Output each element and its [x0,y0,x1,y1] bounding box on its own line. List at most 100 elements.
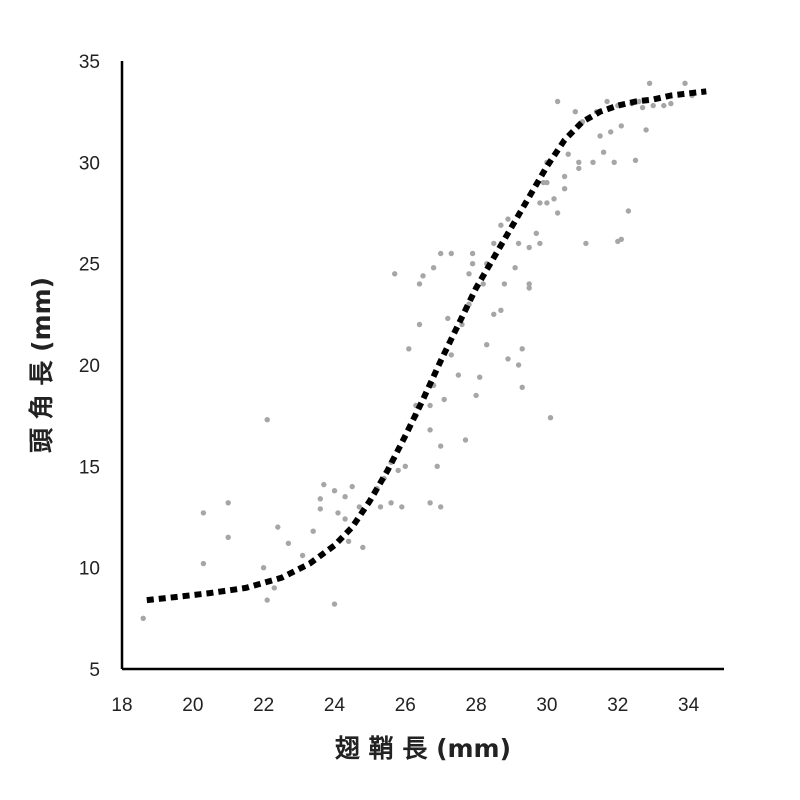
scatter-point [498,307,504,313]
scatter-point [438,504,444,510]
scatter-point [668,100,674,107]
scatter-point [519,384,525,390]
scatter-point [299,552,306,559]
x-tick-label: 18 [111,695,132,716]
scatter-point [618,236,624,242]
scatter-point [611,159,617,165]
scatter-point [572,109,578,115]
fitted-trend-curve [146,88,707,604]
scatter-point [427,402,433,409]
y-tick-label: 30 [79,153,100,174]
scatter-point [484,342,490,348]
y-tick-label: 5 [89,660,100,681]
scatter-point [480,281,486,287]
scatter-point [491,311,497,317]
scatter-point [427,500,433,506]
x-tick-label: 32 [607,695,628,716]
y-tick-labels: 5 10 15 20 25 30 35 [79,52,100,681]
scatter-point [554,98,561,105]
x-tick-labels: 18 20 22 24 26 28 30 32 34 [111,695,699,716]
scatter-point [225,500,231,506]
scatter-point [469,250,476,257]
scatter-point [544,200,550,206]
scatter-point [434,463,440,469]
scatter-point [561,186,568,192]
scatter-point [285,540,292,546]
scatter-point [565,151,571,157]
scatter-point [430,265,437,271]
scatter-point [225,534,231,540]
scatter-point [632,157,639,163]
scatter-points [140,80,695,621]
scatter-point [554,210,561,216]
scatter-point [466,271,472,277]
scatter-point [140,615,146,621]
scatter-point [643,127,649,133]
y-tick-label: 20 [79,356,100,377]
scatter-point [455,372,462,378]
scatter-point [260,565,267,571]
scatter-point [590,159,596,165]
x-tick-label: 20 [182,695,203,716]
scatter-point [618,123,624,129]
scatter-point [600,149,607,155]
scatter-point [646,80,653,87]
scatter-point [604,98,610,105]
scatter-point [477,374,483,380]
scatter-point [608,129,614,135]
scatter-point [625,208,632,214]
scatter-point [526,285,532,291]
scatter-point [402,463,408,469]
scatter-point [526,244,532,251]
scatter-point [317,496,323,502]
y-axis-title: 頭 角 長 (mm) [27,277,56,453]
scatter-point [399,504,405,510]
axes [120,61,724,671]
scatter-point [200,560,207,567]
scatter-point [342,494,348,500]
scatter-point [264,417,270,423]
fitted-curve-layer [146,88,707,604]
scatter-point [473,392,479,399]
scatter-point [342,516,348,522]
scatter-point [505,216,511,222]
scatter-point [335,510,341,516]
scatter-point [682,80,688,87]
scatter-point [544,179,550,186]
scatter-point [321,481,327,488]
x-tick-label: 22 [253,695,274,716]
scatter-point [537,240,543,247]
scatter-point [462,437,469,443]
scatter-point [416,321,423,328]
y-tick-label: 35 [79,52,100,73]
scatter-point [561,173,568,180]
scatter-point [331,601,338,607]
scatter-point [420,273,426,279]
scatter-point [345,538,352,544]
scatter-point [636,98,642,105]
scatter-point [200,510,207,516]
scatter-point [512,265,518,271]
scatter-point [317,506,323,512]
scatter-point [498,222,504,228]
scatter-point [551,196,557,202]
scatter-point [275,524,281,530]
scatter-point [271,585,277,591]
scatter-point [438,250,444,257]
x-tick-label: 24 [324,695,346,716]
scatter-point [515,240,522,247]
scatter-point [395,467,401,474]
scatter-point [264,597,270,603]
scatter-point [459,321,465,328]
x-tick-label: 30 [536,695,557,716]
scatter-point [416,281,423,287]
x-tick-label: 34 [678,695,700,716]
scatter-point [501,281,508,287]
scatter-point [356,504,362,510]
y-tick-label: 10 [79,559,100,580]
scatter-point [406,346,412,352]
scatter-point [491,240,497,247]
scatter-point [360,544,366,551]
scatter-point [441,396,447,403]
